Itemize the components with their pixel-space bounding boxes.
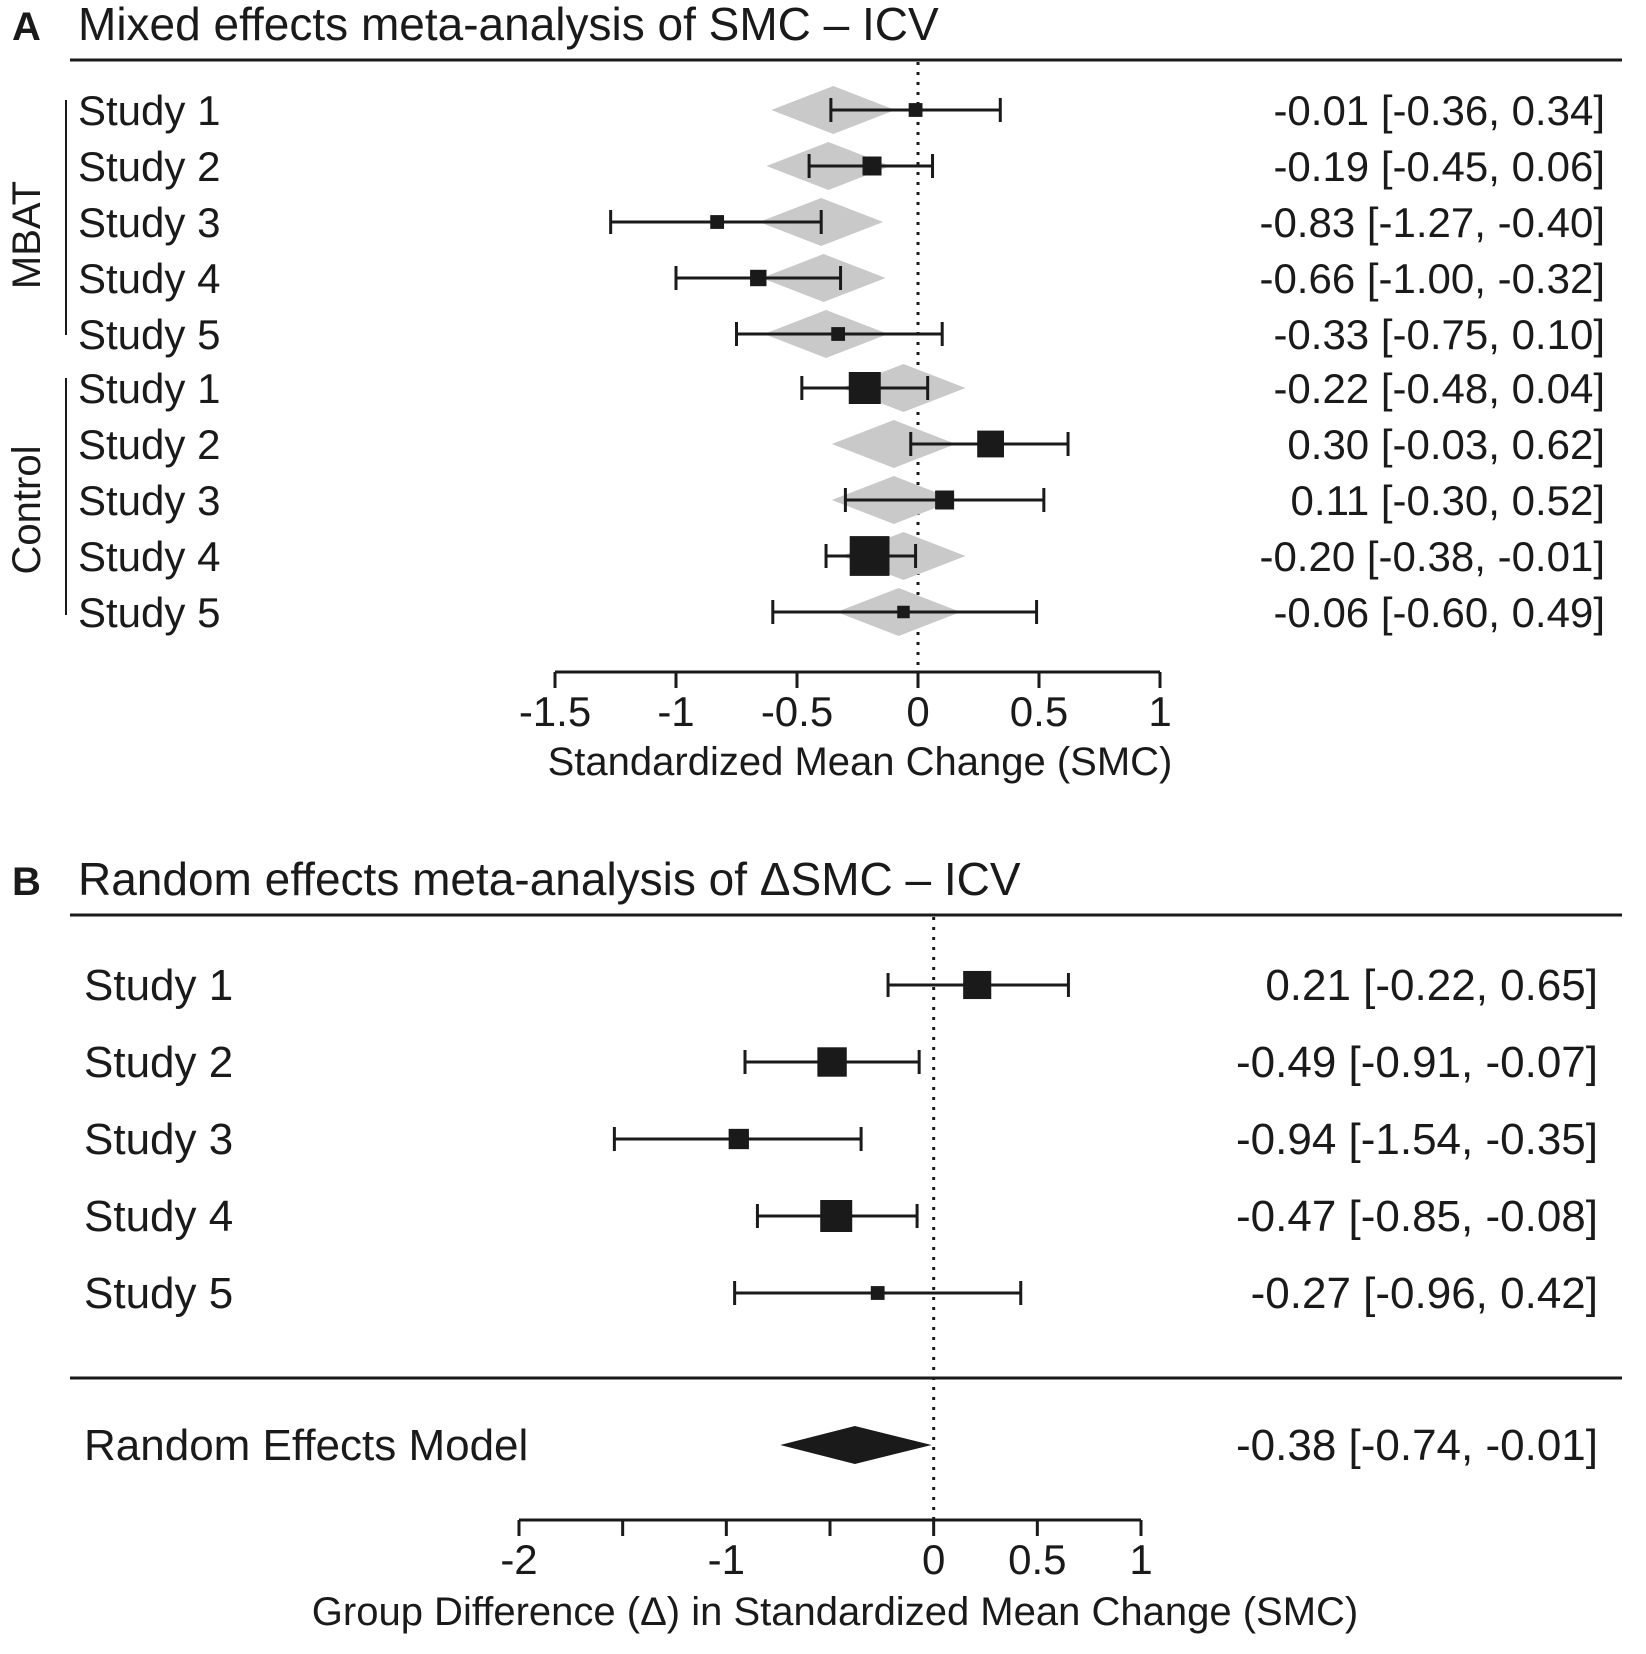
estimate-text: -0.27 [-0.96, 0.42] (1251, 1269, 1598, 1318)
estimate-text: -0.06 [-0.60, 0.49] (1273, 589, 1605, 636)
x-tick-label: 0.5 (1010, 688, 1068, 735)
study-label: Study 3 (78, 199, 220, 246)
point-estimate (750, 269, 767, 287)
study-label: Study 5 (78, 311, 220, 358)
estimate-text: -0.20 [-0.38, -0.01] (1259, 533, 1605, 580)
forest-row: Study 1 -0.22 [-0.48, 0.04] (78, 364, 1605, 412)
summary-estimate-text: -0.38 [-0.74, -0.01] (1236, 1421, 1598, 1470)
point-estimate (870, 1286, 885, 1300)
estimate-text: -0.66 [-1.00, -0.32] (1259, 255, 1605, 302)
forest-row: Study 3 -0.83 [-1.27, -0.40] (78, 198, 1605, 246)
point-estimate (728, 1128, 749, 1150)
point-estimate (710, 215, 725, 229)
panel-b-x-axis-label: Group Difference (Δ) in Standardized Mea… (312, 1590, 1358, 1634)
summary-row: Random Effects Model -0.38 [-0.74, -0.01] (84, 1421, 1598, 1470)
point-estimate (817, 1047, 847, 1077)
study-label: Study 5 (78, 589, 220, 636)
x-tick-label: 0 (922, 1536, 945, 1583)
forest-row: Study 5 -0.33 [-0.75, 0.10] (78, 310, 1605, 358)
forest-row: Study 2 0.30 [-0.03, 0.62] (78, 420, 1605, 468)
group-label-control: Control (5, 446, 49, 575)
x-tick-label: -1 (708, 1536, 745, 1583)
summary-diamond (780, 1426, 932, 1464)
estimate-text: -0.19 [-0.45, 0.06] (1273, 143, 1605, 190)
study-label: Study 3 (78, 477, 220, 524)
study-label: Study 5 (84, 1269, 233, 1318)
estimate-text: -0.47 [-0.85, -0.08] (1236, 1192, 1598, 1241)
predicted-diamond (831, 420, 956, 468)
study-label: Study 1 (78, 87, 220, 134)
forest-row: Study 5 -0.06 [-0.60, 0.49] (78, 588, 1605, 636)
estimate-text: -0.01 [-0.36, 0.34] (1273, 87, 1605, 134)
point-estimate (848, 372, 881, 404)
study-label: Study 4 (78, 255, 220, 302)
estimate-text: -0.33 [-0.75, 0.10] (1273, 311, 1605, 358)
summary-label: Random Effects Model (84, 1421, 528, 1470)
point-estimate (977, 430, 1004, 458)
estimate-text: -0.94 [-1.54, -0.35] (1236, 1115, 1598, 1164)
panel-b-label: B (12, 860, 41, 904)
x-tick-label: -0.5 (761, 688, 833, 735)
point-estimate (908, 103, 923, 117)
group-label-mbat: MBAT (5, 181, 49, 289)
study-label: Study 2 (78, 143, 220, 190)
forest-row: Study 4 -0.20 [-0.38, -0.01] (78, 532, 1605, 580)
panel-b: B Random effects meta-analysis of ΔSMC –… (12, 853, 1622, 1634)
estimate-text: -0.22 [-0.48, 0.04] (1273, 365, 1605, 412)
point-estimate (963, 970, 992, 1000)
x-tick-label: 0.5 (1008, 1536, 1066, 1583)
point-estimate (897, 605, 910, 619)
x-tick-label: -1 (657, 688, 694, 735)
x-tick-label: 1 (1129, 1536, 1152, 1583)
estimate-text: 0.30 [-0.03, 0.62] (1287, 421, 1605, 468)
x-tick-label: -1.5 (519, 688, 591, 735)
study-label: Study 3 (84, 1115, 233, 1164)
forest-row: Study 4 -0.66 [-1.00, -0.32] (78, 254, 1605, 302)
estimate-text: 0.21 [-0.22, 0.65] (1265, 961, 1598, 1010)
point-estimate (849, 536, 890, 576)
point-estimate (935, 490, 955, 510)
forest-row: Study 2 -0.49 [-0.91, -0.07] (84, 1038, 1598, 1087)
point-estimate (820, 1200, 853, 1232)
point-estimate (862, 156, 882, 176)
study-label: Study 4 (78, 533, 220, 580)
forest-row: Study 1 0.21 [-0.22, 0.65] (84, 961, 1598, 1010)
estimate-text: -0.83 [-1.27, -0.40] (1259, 199, 1605, 246)
study-label: Study 2 (78, 421, 220, 468)
estimate-text: -0.49 [-0.91, -0.07] (1236, 1038, 1598, 1087)
study-label: Study 2 (84, 1038, 233, 1087)
forest-row: Study 3 0.11 [-0.30, 0.52] (78, 476, 1605, 524)
forest-row: Study 4 -0.47 [-0.85, -0.08] (84, 1192, 1598, 1241)
study-label: Study 1 (78, 365, 220, 412)
panel-a-label: A (12, 5, 41, 49)
panel-b-title: Random effects meta-analysis of ΔSMC – I… (78, 853, 1021, 905)
x-tick-label: 1 (1148, 688, 1171, 735)
x-tick-label: 0 (906, 688, 929, 735)
estimate-text: 0.11 [-0.30, 0.52] (1291, 477, 1605, 524)
forest-row: Study 2 -0.19 [-0.45, 0.06] (78, 142, 1605, 190)
point-estimate (831, 327, 846, 341)
panel-a-x-axis-label: Standardized Mean Change (SMC) (548, 740, 1173, 784)
study-label: Study 1 (84, 961, 233, 1010)
panel-a: A Mixed effects meta-analysis of SMC – I… (5, 0, 1622, 784)
forest-row: Study 1 -0.01 [-0.36, 0.34] (78, 86, 1605, 134)
panel-a-marks: -1.5 -1 -0.5 0 0.5 1 Study 1 -0.01 [-0.36, 0.34… (78, 62, 1605, 735)
forest-row: Study 3 -0.94 [-1.54, -0.35] (84, 1115, 1598, 1164)
forest-row: Study 5 -0.27 [-0.96, 0.42] (84, 1269, 1598, 1318)
panel-a-title: Mixed effects meta-analysis of SMC – ICV (78, 0, 939, 50)
x-tick-label: -2 (500, 1536, 537, 1583)
study-label: Study 4 (84, 1192, 233, 1241)
